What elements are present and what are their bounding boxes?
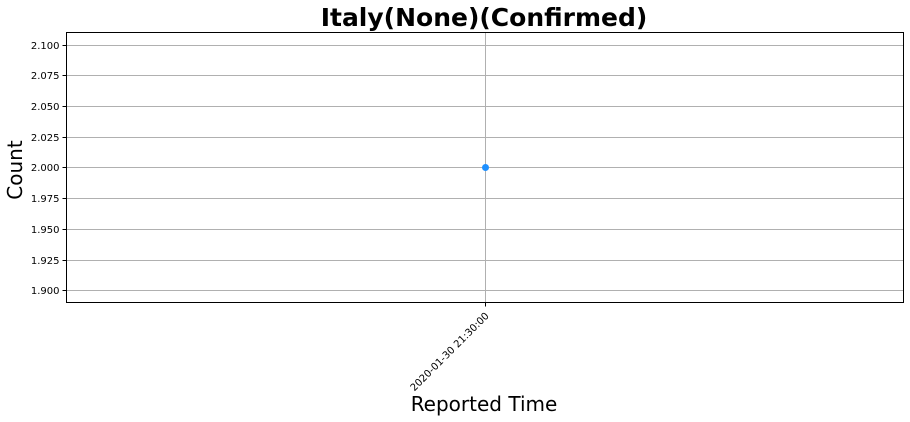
y-tick-label: 1.975 (31, 194, 60, 205)
y-axis-ticks: 1.900 1.925 1.950 1.975 2.000 2.025 2.050 2.075… (31, 41, 67, 297)
y-tick-label: 1.925 (31, 256, 60, 267)
y-tick-label: 1.900 (31, 286, 60, 297)
x-axis-label: Reported Time (411, 392, 558, 416)
y-tick-label: 2.000 (31, 163, 60, 174)
data-points (482, 164, 489, 171)
chart-title: Italy(None)(Confirmed) (321, 3, 648, 32)
x-tick-label: 2020-01-30 21:30:00 (409, 311, 492, 394)
y-tick-label: 1.950 (31, 225, 60, 236)
y-tick-label: 2.025 (31, 133, 60, 144)
y-tick-label: 2.100 (31, 41, 60, 52)
plot-frame (66, 32, 904, 303)
x-axis-ticks: 2020-01-30 21:30:00 (409, 302, 492, 394)
y-tick-label: 2.050 (31, 102, 60, 113)
y-tick-label: 2.075 (31, 71, 60, 82)
y-axis-label: Count (3, 140, 27, 200)
data-point (482, 164, 489, 171)
